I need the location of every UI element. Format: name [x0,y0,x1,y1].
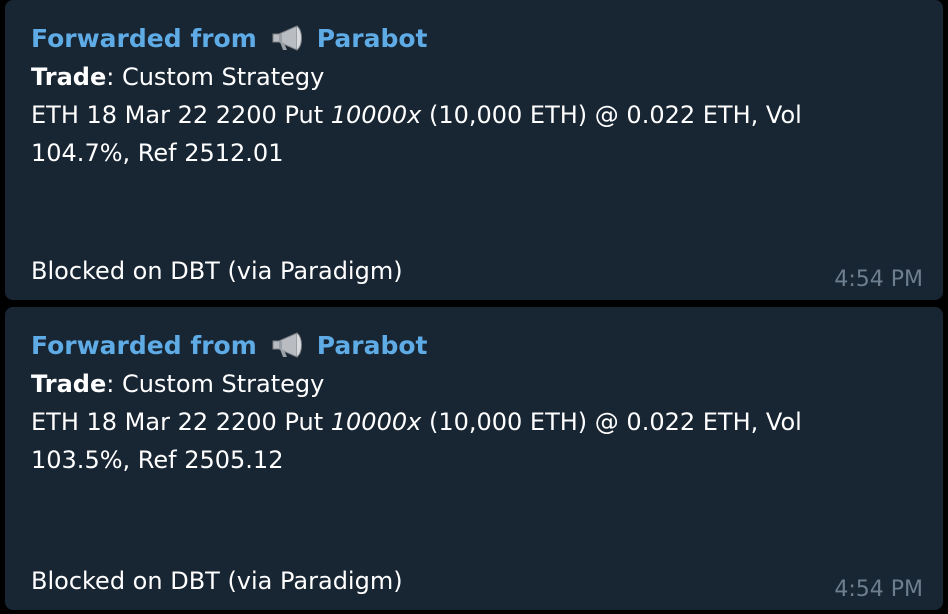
trade-label: Trade [31,370,107,398]
trade-line: Trade: Custom Strategy [31,365,917,403]
forwarded-header[interactable]: Forwarded from Parabot [31,325,917,365]
detail-rest: (10,000 ETH) @ 0.022 ETH, Vol [421,101,802,129]
detail-prefix: ETH 18 Mar 22 2200 Put [31,101,331,129]
trade-separator: : [106,63,122,91]
detail-quantity: 10000x [330,408,422,436]
trade-value: Custom Strategy [121,370,325,398]
sender-name-link[interactable]: Parabot [316,330,428,360]
megaphone-icon [269,330,309,360]
trade-detail-line: ETH 18 Mar 22 2200 Put 10000x (10,000 ET… [31,403,917,441]
message-bubble[interactable]: Forwarded from Parabot Trade: Custom Str… [5,307,943,610]
trade-label: Trade [31,63,107,91]
trade-separator: : [106,370,122,398]
message-timestamp: 4:54 PM [834,577,923,602]
detail-quantity: 10000x [330,101,422,129]
message-footer: Blocked on DBT (via Paradigm) 4:54 PM [31,256,923,292]
forwarded-prefix: Forwarded from [31,330,257,360]
block-status-text: Blocked on DBT (via Paradigm) [31,257,403,285]
message-bubble[interactable]: Forwarded from Parabot Trade: Custom Str… [5,0,943,300]
trade-detail-line: ETH 18 Mar 22 2200 Put 10000x (10,000 ET… [31,96,917,134]
trade-line: Trade: Custom Strategy [31,58,917,96]
forwarded-prefix: Forwarded from [31,23,257,53]
message-timestamp: 4:54 PM [834,267,923,292]
megaphone-icon [269,23,309,53]
detail-rest: (10,000 ETH) @ 0.022 ETH, Vol [421,408,802,436]
trade-detail-line-2: 103.5%, Ref 2505.12 [31,446,284,474]
block-status-text: Blocked on DBT (via Paradigm) [31,567,403,595]
detail-prefix: ETH 18 Mar 22 2200 Put [31,408,331,436]
trade-detail-line-2: 104.7%, Ref 2512.01 [31,139,284,167]
message-footer: Blocked on DBT (via Paradigm) 4:54 PM [31,566,923,602]
trade-value: Custom Strategy [121,63,325,91]
sender-name-link[interactable]: Parabot [316,23,428,53]
forwarded-header[interactable]: Forwarded from Parabot [31,18,917,58]
